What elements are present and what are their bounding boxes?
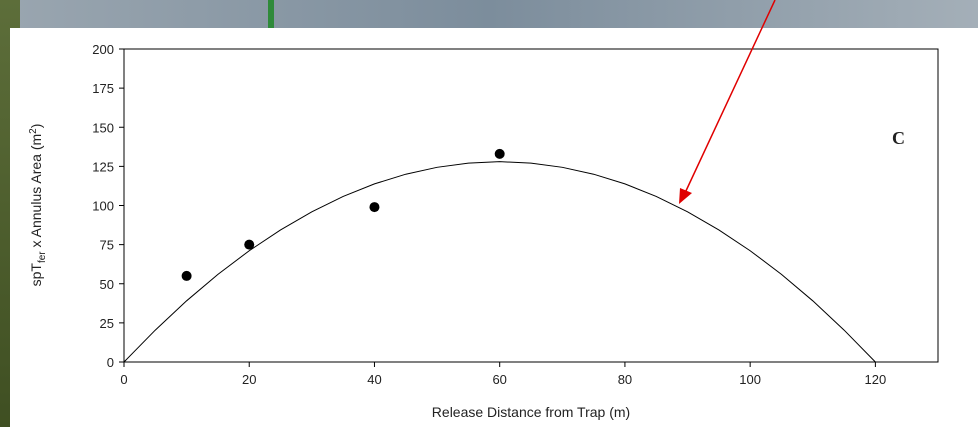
annotation-arrow bbox=[684, 0, 776, 194]
x-tick-label: 60 bbox=[492, 372, 506, 387]
y-tick-label: 50 bbox=[100, 277, 114, 292]
x-tick-label: 100 bbox=[739, 372, 761, 387]
y-tick-label: 25 bbox=[100, 316, 114, 331]
y-label-part: x Annulus Area (m bbox=[28, 134, 44, 252]
x-axis-label: Release Distance from Trap (m) bbox=[432, 404, 630, 420]
background-post bbox=[268, 0, 274, 30]
y-tick-label: 100 bbox=[92, 199, 114, 214]
y-tick-label: 200 bbox=[92, 42, 114, 57]
fit-curve bbox=[123, 161, 876, 363]
y-label-sup: 2 bbox=[28, 128, 39, 134]
y-tick-label: 175 bbox=[92, 81, 114, 96]
y-tick-label: 75 bbox=[100, 238, 114, 253]
data-point bbox=[181, 270, 192, 281]
x-tick-label: 120 bbox=[865, 372, 887, 387]
panel-letter: C bbox=[892, 128, 905, 148]
y-label-part: spT bbox=[28, 263, 44, 287]
y-label-sub: fer bbox=[37, 251, 48, 263]
data-point bbox=[369, 202, 380, 213]
x-tick-label: 40 bbox=[367, 372, 381, 387]
data-point bbox=[244, 239, 255, 250]
x-tick-label: 20 bbox=[242, 372, 256, 387]
y-tick-label: 0 bbox=[107, 355, 114, 370]
plot: 0 25 50 75 100 125 150 175 200 0 20 40 60 80 100 120 bbox=[92, 42, 939, 387]
y-tick-label: 125 bbox=[92, 159, 114, 174]
y-tick-label: 150 bbox=[92, 120, 114, 135]
x-tick-label: 0 bbox=[120, 372, 127, 387]
y-label-part: ) bbox=[28, 124, 44, 129]
arrow-head bbox=[679, 188, 692, 204]
y-axis-label: spTfer x Annulus Area (m2) bbox=[28, 124, 48, 287]
chart-panel bbox=[10, 28, 978, 427]
x-tick-label: 80 bbox=[618, 372, 632, 387]
data-point bbox=[494, 148, 505, 159]
